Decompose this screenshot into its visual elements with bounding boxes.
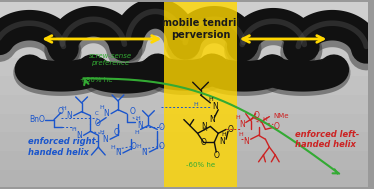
FancyBboxPatch shape — [0, 2, 368, 20]
Text: H: H — [239, 132, 243, 137]
Text: O: O — [58, 107, 64, 116]
FancyBboxPatch shape — [0, 20, 368, 39]
Text: H: H — [208, 97, 213, 102]
Text: N: N — [202, 122, 207, 131]
Text: H: H — [100, 105, 105, 110]
Text: N: N — [66, 111, 72, 120]
Text: N: N — [142, 147, 147, 156]
Text: O: O — [114, 128, 120, 137]
FancyBboxPatch shape — [0, 2, 368, 187]
Text: O: O — [200, 138, 206, 147]
FancyBboxPatch shape — [0, 151, 368, 170]
Text: O: O — [158, 142, 164, 151]
Text: H: H — [71, 127, 76, 132]
Text: BnO: BnO — [30, 115, 45, 124]
Text: H: H — [135, 116, 140, 121]
Text: enforced left-
handed helix: enforced left- handed helix — [295, 129, 359, 149]
Text: N: N — [243, 137, 249, 146]
Text: N: N — [115, 149, 121, 157]
Text: mobile tendril
perversion: mobile tendril perversion — [162, 18, 239, 40]
Text: N: N — [239, 120, 245, 129]
Text: NMe: NMe — [273, 113, 289, 119]
Text: O: O — [228, 125, 234, 134]
Text: N: N — [219, 137, 225, 146]
Text: H: H — [236, 115, 240, 120]
Text: +80% he: +80% he — [80, 77, 113, 83]
Text: H: H — [136, 144, 141, 149]
Text: H: H — [222, 132, 227, 137]
Text: H: H — [62, 106, 66, 111]
FancyBboxPatch shape — [164, 2, 237, 187]
Text: H: H — [193, 102, 198, 107]
FancyBboxPatch shape — [0, 39, 368, 58]
Text: H: H — [202, 127, 207, 132]
Text: O: O — [158, 123, 164, 132]
Text: screw-sense
preference: screw-sense preference — [89, 53, 132, 66]
Text: O: O — [273, 122, 279, 131]
Text: C: C — [95, 111, 98, 116]
Text: H: H — [99, 130, 104, 135]
Text: H: H — [111, 145, 116, 150]
FancyBboxPatch shape — [0, 95, 368, 114]
Text: -60% he: -60% he — [186, 162, 215, 168]
Text: O: O — [213, 151, 219, 160]
Text: O: O — [131, 142, 137, 151]
Text: N: N — [103, 109, 109, 118]
Text: N: N — [76, 131, 82, 140]
Text: N: N — [212, 102, 218, 111]
Text: H: H — [134, 130, 139, 135]
Text: enforced right-
handed helix: enforced right- handed helix — [28, 137, 99, 157]
FancyBboxPatch shape — [0, 114, 368, 132]
Text: O: O — [94, 119, 100, 128]
Text: O: O — [130, 107, 136, 116]
Text: N: N — [138, 121, 144, 130]
Text: N: N — [102, 135, 108, 144]
FancyBboxPatch shape — [0, 58, 368, 76]
Text: O: O — [254, 111, 260, 120]
Text: H: H — [262, 117, 267, 122]
Text: N: N — [209, 115, 215, 124]
FancyBboxPatch shape — [0, 76, 368, 95]
FancyBboxPatch shape — [0, 132, 368, 151]
